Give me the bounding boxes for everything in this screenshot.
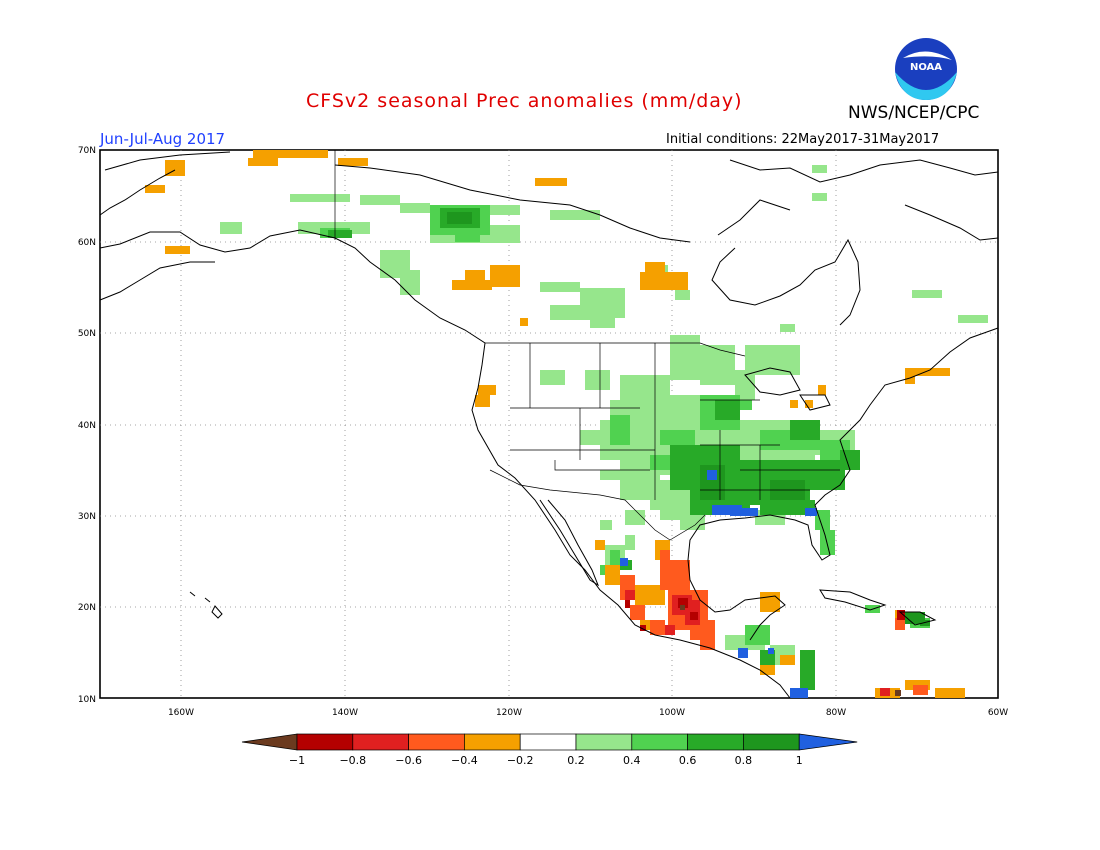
lat-label: 20N bbox=[78, 603, 96, 613]
colorbar-tick-label: −1 bbox=[289, 754, 305, 767]
lon-label: 80W bbox=[826, 708, 846, 718]
colorbar-tick-label: 0.4 bbox=[623, 754, 641, 767]
lon-label: 60W bbox=[988, 708, 1008, 718]
lat-label: 30N bbox=[78, 512, 96, 522]
colorbar-tick-label: −0.8 bbox=[339, 754, 366, 767]
lat-label: 60N bbox=[78, 238, 96, 248]
colorbar-tick-label: 0.8 bbox=[735, 754, 753, 767]
lon-label: 140W bbox=[332, 708, 358, 718]
political-borders bbox=[334, 150, 840, 541]
lon-labels: 160W 140W 120W 100W 80W 60W bbox=[168, 708, 1008, 718]
noaa-logo: NOAA bbox=[895, 38, 957, 100]
lat-label: 40N bbox=[78, 421, 96, 431]
lon-label: 120W bbox=[496, 708, 522, 718]
initial-conditions: Initial conditions: 22May2017-31May2017 bbox=[666, 132, 940, 147]
noaa-logo-text: NOAA bbox=[910, 62, 942, 73]
colorbar: −1 −0.8 −0.6 −0.4 −0.2 0.2 0.4 0.6 0.8 1 bbox=[241, 733, 858, 767]
lat-label: 50N bbox=[78, 329, 96, 339]
map-title: CFSv2 seasonal Prec anomalies (mm/day) bbox=[306, 90, 743, 112]
colorbar-tick-label: −0.4 bbox=[451, 754, 478, 767]
coastlines bbox=[99, 151, 999, 699]
lat-label: 10N bbox=[78, 695, 96, 705]
colorbar-arrow-right bbox=[798, 733, 858, 751]
org-label: NWS/NCEP/CPC bbox=[848, 103, 980, 123]
colorbar-segment bbox=[743, 733, 800, 751]
colorbar-tick-label: 1 bbox=[796, 754, 803, 767]
colorbar-segment bbox=[687, 733, 744, 751]
plot-frame bbox=[99, 149, 999, 699]
forecast-period: Jun-Jul-Aug 2017 bbox=[100, 130, 226, 148]
colorbar-tick-label: −0.2 bbox=[507, 754, 534, 767]
colorbar-segment bbox=[408, 733, 465, 751]
colorbar-tick-label: −0.6 bbox=[395, 754, 422, 767]
colorbar-tick-label: 0.6 bbox=[679, 754, 697, 767]
colorbar-segment bbox=[519, 733, 577, 751]
colorbar-segment bbox=[631, 733, 688, 751]
lon-label: 100W bbox=[659, 708, 685, 718]
lon-label: 160W bbox=[168, 708, 194, 718]
colorbar-tick-label: 0.2 bbox=[567, 754, 585, 767]
colorbar-segment bbox=[296, 733, 354, 751]
colorbar-arrow-left bbox=[241, 733, 298, 751]
colorbar-segment bbox=[464, 733, 521, 751]
colorbar-segment bbox=[352, 733, 409, 751]
anomaly-orange bbox=[145, 150, 965, 698]
anomaly-light-green bbox=[220, 165, 988, 665]
lat-labels: 70N 60N 50N 40N 30N 20N 10N bbox=[78, 146, 96, 705]
lat-label: 70N bbox=[78, 146, 96, 156]
colorbar-segment bbox=[575, 733, 633, 751]
